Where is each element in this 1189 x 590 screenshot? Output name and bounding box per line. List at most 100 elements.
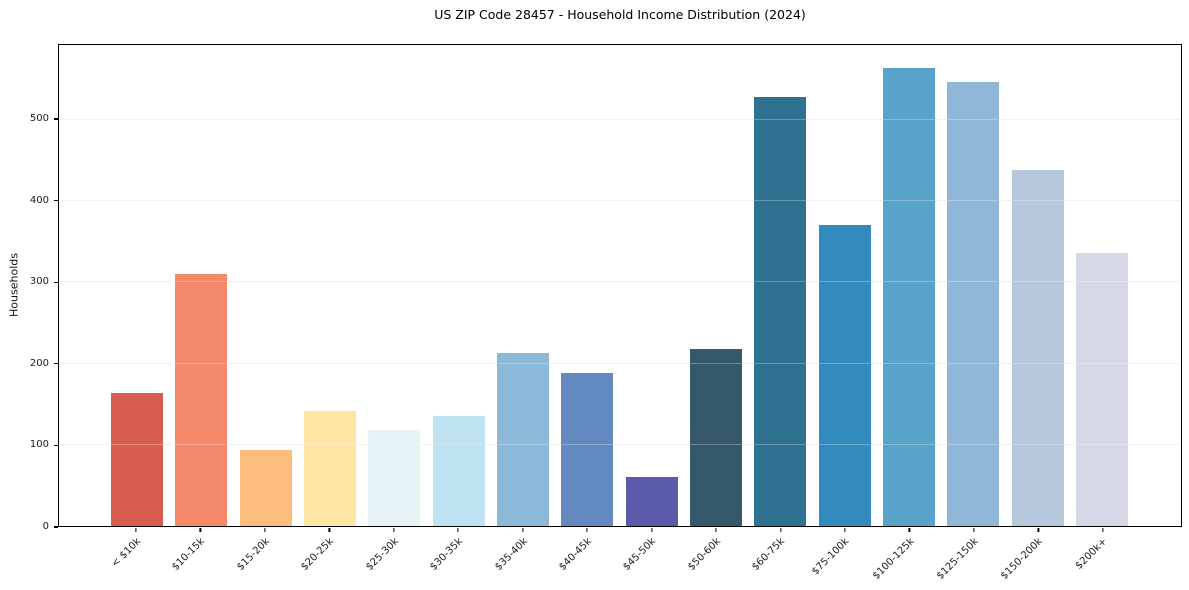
x-tick-mark — [779, 528, 782, 532]
x-slot: $60-75k — [749, 527, 813, 590]
x-tick-label: $20-25k — [299, 536, 337, 573]
x-tick-label: $60-75k — [750, 536, 788, 573]
gridline-300 — [59, 281, 1181, 283]
bar-slot — [105, 45, 169, 526]
x-tick-mark — [328, 528, 330, 532]
bar-slot — [684, 45, 748, 526]
x-slot: $200k+ — [1071, 527, 1135, 590]
x-tick-mark — [393, 528, 395, 532]
bar — [625, 477, 678, 526]
gridline-500 — [59, 118, 1181, 120]
gridline-200 — [59, 362, 1181, 364]
bar — [1011, 170, 1064, 526]
gridline-100 — [59, 443, 1181, 445]
bar — [882, 67, 935, 526]
x-slot: $25-30k — [362, 527, 426, 590]
x-tick-label: $100-125k — [870, 536, 917, 582]
bar-slot — [1006, 45, 1070, 526]
y-tick-label: 200 — [29, 357, 49, 369]
y-tick-label: 0 — [42, 521, 49, 532]
bar — [239, 450, 292, 526]
gridline-400 — [59, 200, 1181, 201]
x-slot: $20-25k — [297, 527, 361, 590]
x-tick-label: < $10k — [109, 536, 143, 570]
bar — [111, 392, 163, 526]
gridline-200 — [59, 362, 1181, 364]
x-tick-mark — [264, 528, 266, 532]
x-tick-mark — [457, 528, 459, 532]
bar-slot — [1070, 45, 1134, 526]
x-slot: $75-100k — [810, 527, 877, 590]
x-slot: $40-45k — [555, 527, 619, 590]
x-tick-mark — [651, 528, 653, 532]
bar-slot — [427, 45, 491, 526]
gridlines-over — [59, 45, 1181, 526]
bar — [1075, 253, 1128, 526]
bar — [754, 97, 807, 526]
y-tick-mark — [54, 444, 58, 446]
gridline-300 — [59, 281, 1181, 283]
x-tick-mark — [586, 528, 588, 532]
plot-area — [58, 44, 1182, 527]
y-tick-mark — [54, 363, 58, 365]
bar-slot — [813, 45, 877, 526]
y-tick-mark — [54, 526, 58, 528]
x-tick-mark — [199, 528, 202, 532]
bars-container — [59, 45, 1181, 526]
x-axis: < $10k $10-15k $15-20k $20-25k $25-30k $30-35… — [58, 527, 1182, 590]
bar — [947, 82, 1000, 526]
bar-slot — [748, 45, 812, 526]
x-tick-mark — [135, 528, 137, 532]
x-tick-mark — [522, 528, 524, 532]
bar — [175, 274, 228, 526]
bar-slot — [555, 45, 619, 526]
y-tick-label: 500 — [29, 113, 49, 125]
x-slot: $150-200k — [999, 527, 1070, 590]
x-slot: $10-15k — [168, 527, 232, 590]
x-slot: $35-40k — [491, 527, 555, 590]
x-slot: $125-150k — [935, 527, 1006, 590]
x-tick-label: $45-50k — [621, 536, 659, 573]
x-slot: $15-20k — [233, 527, 297, 590]
x-slot: $100-125k — [870, 527, 941, 590]
bar — [432, 416, 485, 526]
x-tick-label: $10-15k — [170, 536, 208, 573]
x-tick-mark — [908, 528, 911, 532]
x-tick-mark — [973, 528, 975, 532]
bar-slot — [877, 45, 941, 526]
y-tick-mark — [54, 200, 58, 202]
x-tick-mark — [1037, 528, 1039, 532]
y-axis: 0 100 200 300 400 500 — [0, 0, 58, 590]
y-tick-mark — [54, 281, 58, 283]
x-tick-label: $25-30k — [363, 536, 401, 573]
x-tick-label: $75-100k — [810, 536, 852, 578]
bar — [818, 224, 871, 526]
gridlines-under — [59, 45, 1181, 526]
gridline-100 — [59, 443, 1181, 445]
x-slot: $30-35k — [426, 527, 490, 590]
bar — [689, 348, 742, 526]
bar-slot — [620, 45, 684, 526]
bar — [561, 373, 614, 526]
x-tick-label: $30-35k — [428, 536, 466, 573]
x-tick-label: $40-45k — [557, 536, 594, 573]
x-tick-label: $50-60k — [685, 536, 723, 573]
bar-slot — [234, 45, 298, 526]
x-tick-mark — [715, 528, 717, 532]
y-tick-mark — [54, 118, 58, 120]
y-tick-label: 400 — [29, 194, 49, 206]
gridline-400 — [59, 200, 1181, 201]
x-slot: $50-60k — [684, 527, 748, 590]
bar-slot — [169, 45, 233, 526]
y-tick-label: 100 — [29, 439, 49, 451]
gridline-500 — [59, 118, 1181, 120]
x-slot: < $10k — [104, 527, 168, 590]
bar — [368, 430, 421, 526]
bar-slot — [941, 45, 1005, 526]
x-tick-label: $150-200k — [999, 536, 1046, 582]
x-tick-label: $15-20k — [234, 536, 272, 573]
bar — [303, 411, 356, 526]
bar-slot — [362, 45, 426, 526]
x-tick-mark — [844, 528, 846, 532]
